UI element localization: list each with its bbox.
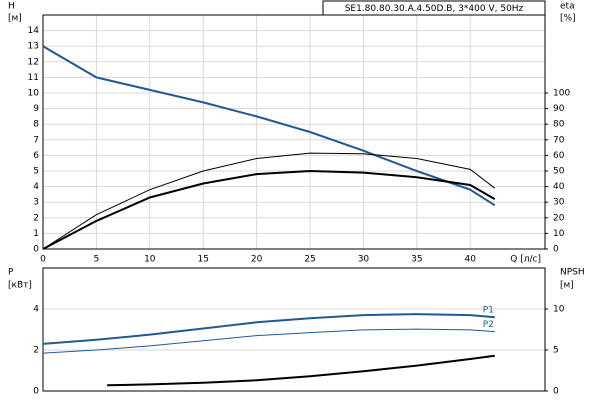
y-tick-label: 9 [33, 104, 39, 114]
x-tick-label: 25 [304, 255, 315, 265]
x-tick-label: 5 [94, 255, 100, 265]
data-line [42, 313, 495, 345]
y-tick-label: 0 [33, 245, 39, 255]
x-tick-label: 30 [358, 255, 370, 265]
y-tick-label: 3 [33, 198, 39, 208]
y2-axis-unit: [%] [560, 14, 576, 24]
y-tick-label: 2 [33, 213, 39, 223]
y-axis-label: H [8, 2, 15, 12]
y-tick-label: 13 [28, 42, 39, 52]
data-line [42, 328, 495, 354]
y-tick-label: 12 [28, 57, 39, 67]
y2-tick-label: 90 [553, 104, 565, 114]
x-tick-label: 35 [411, 255, 422, 265]
data-line [42, 152, 496, 250]
x-tick-label: 15 [197, 255, 208, 265]
y-tick-label: 4 [33, 305, 39, 315]
y2-tick-label: 20 [553, 213, 565, 223]
y2-tick-label: 10 [553, 305, 565, 315]
y-tick-label: 14 [28, 26, 40, 36]
y2-tick-label: 0 [553, 387, 559, 397]
y-tick-label: 4 [33, 182, 39, 192]
plot-frame [42, 267, 546, 392]
y2-axis-label: eta [560, 2, 575, 12]
y2-tick-label: 0 [553, 245, 559, 255]
x-tick-label: 10 [144, 255, 156, 265]
y-axis-label: P [8, 268, 14, 278]
y-axis-unit: [м] [8, 14, 22, 24]
y-tick-label: 1 [33, 229, 39, 239]
y2-tick-label: 40 [553, 182, 565, 192]
y-tick-label: 6 [33, 151, 39, 161]
data-line [42, 169, 496, 250]
line-label: P1 [483, 306, 494, 316]
y-tick-label: 2 [33, 346, 39, 356]
x-axis-label: Q [л/с] [510, 255, 541, 265]
y2-tick-label: 60 [553, 151, 565, 161]
y-tick-label: 10 [28, 89, 40, 99]
y2-tick-label: 80 [553, 120, 565, 130]
y2-tick-label: 100 [553, 89, 570, 99]
y-tick-label: 8 [33, 120, 39, 130]
y2-axis-unit: [м] [560, 281, 574, 291]
x-tick-label: 0 [40, 255, 46, 265]
y2-tick-label: 50 [553, 167, 565, 177]
chart-title: SE1.80.80.30.A.4.50D.B, 3*400 V, 50Hz [345, 4, 524, 14]
x-tick-label: 40 [465, 255, 477, 265]
data-line [42, 45, 496, 207]
y2-tick-label: 70 [553, 135, 565, 145]
y-tick-label: 5 [33, 167, 39, 177]
plot-frame [42, 14, 546, 250]
y-tick-label: 0 [33, 387, 39, 397]
x-tick-label: 20 [251, 255, 263, 265]
y2-tick-label: 30 [553, 198, 565, 208]
y2-tick-label: 5 [553, 346, 559, 356]
y-tick-label: 11 [28, 73, 39, 83]
y-axis-unit: [кВт] [8, 281, 32, 291]
y2-axis-label: NPSH [560, 268, 585, 278]
data-line [107, 354, 495, 387]
line-label: P2 [483, 320, 494, 330]
y2-tick-label: 10 [553, 229, 565, 239]
y-tick-label: 7 [33, 135, 39, 145]
